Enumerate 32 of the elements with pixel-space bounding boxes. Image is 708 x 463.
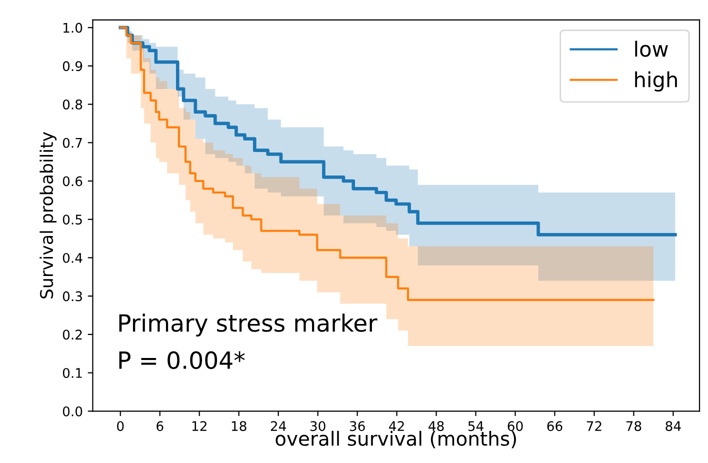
x-tick-label: 30	[310, 421, 326, 432]
x-tick-label: 60	[508, 421, 523, 432]
y-tick-label: 0.7	[62, 138, 82, 148]
y-tick-label: 0.6	[62, 176, 82, 186]
x-tick-label: 48	[428, 421, 444, 432]
y-tick-label: 0.8	[62, 100, 82, 110]
x-tick-label: 18	[232, 421, 246, 432]
y-tick-label: 0.5	[62, 214, 82, 225]
x-tick-label: 24	[270, 421, 286, 431]
x-tick-label: 54	[468, 421, 484, 432]
y-tick-label: 0.3	[62, 291, 82, 302]
legend-label: high	[635, 71, 677, 92]
legend-label: low	[635, 40, 668, 57]
x-tick-label: 36	[350, 421, 365, 432]
x-tick-label: 78	[626, 421, 642, 432]
x-tick-label: 84	[666, 421, 681, 432]
y-tick-label: 0.2	[62, 330, 82, 340]
y-axis-title: Survival probability	[40, 132, 56, 298]
y-tick-label: 0.9	[62, 61, 82, 72]
x-tick-label: 42	[389, 421, 404, 431]
y-tick-label: 1.0	[63, 22, 82, 33]
y-tick-label: 0.0	[62, 406, 82, 416]
y-tick-label: 0.4	[62, 252, 82, 263]
y-tick-label: 0.1	[62, 368, 82, 378]
x-tick-label: 12	[192, 421, 206, 431]
x-axis-title: overall survival (months)	[276, 430, 516, 448]
annotation: Primary stress marker	[119, 314, 378, 336]
annotation: P = 0.004*	[119, 351, 245, 370]
x-tick-label: 0	[117, 421, 124, 432]
x-tick-label: 66	[547, 421, 562, 432]
x-tick-label: 6	[156, 421, 164, 432]
x-tick-label: 72	[586, 421, 602, 431]
